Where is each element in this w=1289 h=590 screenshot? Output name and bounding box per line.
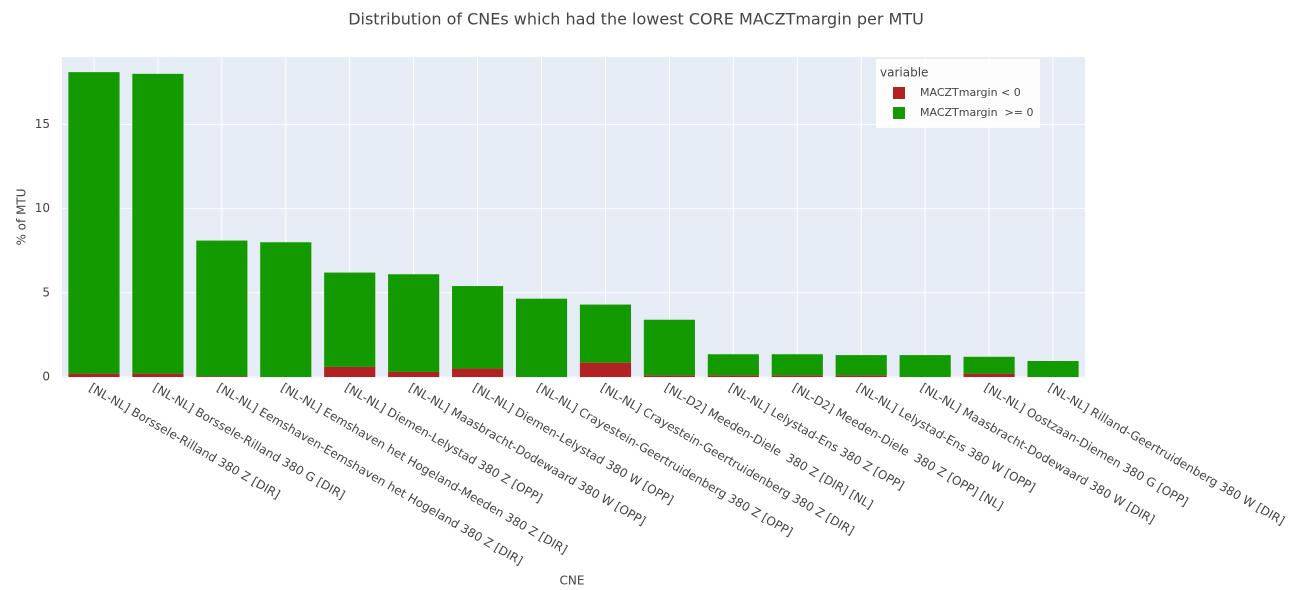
- x-tick-label: [NL-NL] Maasbracht-Dodewaard 380 W [DIR]: [918, 381, 1157, 527]
- bar-segment: [579, 362, 632, 377]
- x-axis-title: CNE: [560, 574, 585, 588]
- legend: variable MACZTmargin < 0 MACZTmargin >= 0: [876, 59, 1040, 128]
- bar-segment: [963, 373, 1015, 377]
- bar-segment: [324, 272, 376, 367]
- y-tick-label: 10: [35, 201, 50, 215]
- bar-segment: [707, 375, 759, 377]
- bar-segment: [515, 298, 568, 377]
- bar-segment: [68, 373, 120, 377]
- x-tick-label: [NL-NL] Rilland-Geertruidenberg 380 W [D…: [1046, 381, 1287, 528]
- bar-segment: [388, 371, 440, 377]
- legend-label: MACZTmargin >= 0: [920, 106, 1033, 119]
- legend-swatch: [893, 107, 905, 119]
- bar-segment: [771, 354, 823, 376]
- bar-segment: [68, 72, 120, 374]
- legend-swatch: [893, 87, 905, 99]
- bar-segment: [835, 375, 887, 377]
- y-tick-label: 0: [42, 370, 50, 384]
- bar-segment: [196, 240, 248, 377]
- bar-segment: [452, 286, 504, 369]
- bars: [68, 72, 1079, 377]
- bar-segment: [835, 355, 887, 376]
- y-tick-label: 5: [42, 285, 50, 299]
- y-tick-label: 15: [35, 117, 50, 131]
- bar-segment: [1027, 361, 1079, 377]
- bar-segment: [643, 319, 695, 376]
- bar-segment: [899, 355, 951, 377]
- bar-segment: [643, 375, 695, 377]
- bar-segment: [260, 242, 312, 377]
- bar-segment: [452, 368, 504, 377]
- bar-segment: [388, 274, 440, 372]
- x-tick-label: [NL-NL] Maasbracht-Dodewaard 380 W [OPP]: [406, 381, 648, 529]
- legend-label: MACZTmargin < 0: [920, 86, 1021, 99]
- bar-segment: [132, 73, 184, 374]
- chart-title: Distribution of CNEs which had the lowes…: [348, 10, 924, 29]
- y-axis-title: % of MTU: [15, 188, 29, 245]
- legend-title: variable: [880, 66, 928, 80]
- bar-segment: [707, 354, 759, 376]
- bar-segment: [963, 356, 1015, 374]
- x-tick-label: [NL-NL] Eemshaven het Hogeland-Meeden 38…: [279, 381, 570, 557]
- bar-segment: [132, 373, 184, 377]
- bar-segment: [196, 376, 248, 377]
- bar-segment: [579, 304, 632, 363]
- bar-segment: [771, 375, 823, 377]
- x-tick-label: [NL-NL] Eemshaven-Eemshaven het Hogeland…: [215, 381, 526, 568]
- bar-segment: [324, 366, 376, 377]
